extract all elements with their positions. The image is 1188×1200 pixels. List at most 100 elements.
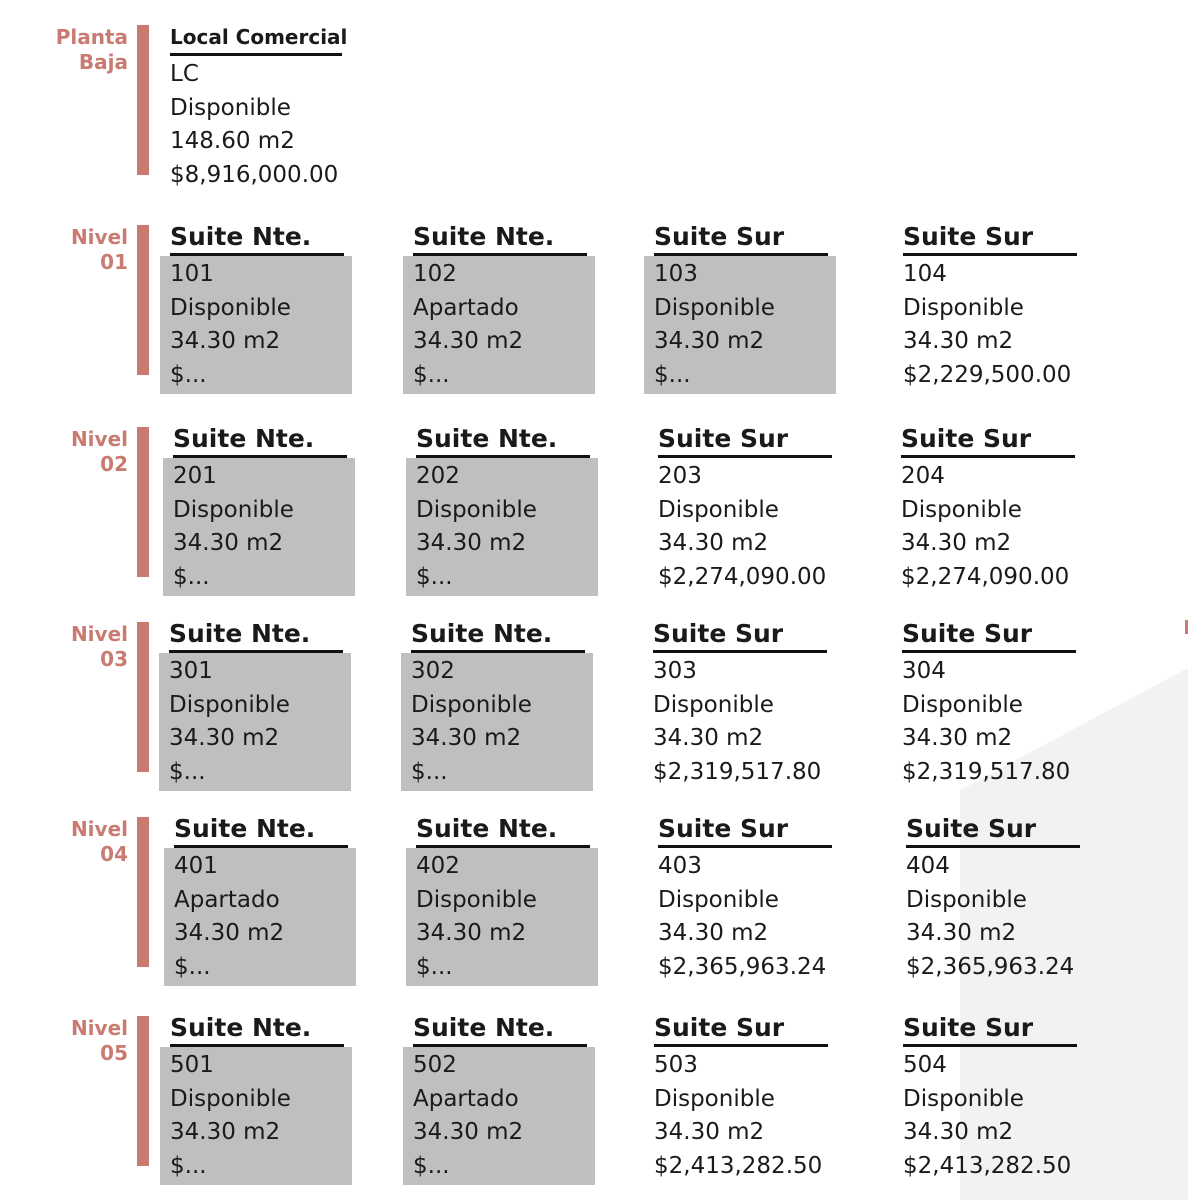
unit-price: $2,229,500.00 <box>903 361 1072 388</box>
unit-status: Disponible <box>653 691 774 718</box>
unit-id: 302 <box>411 658 455 684</box>
unit-status: Disponible <box>903 1085 1024 1112</box>
unit-card-501[interactable]: Suite Nte. 501 Disponible 34.30 m2 $... <box>160 1013 352 1185</box>
unit-details: 203 Disponible 34.30 m2 $2,274,090.00 <box>658 458 850 596</box>
unit-price: $... <box>413 1152 450 1179</box>
unit-id: 102 <box>413 261 457 287</box>
unit-price: $2,319,517.80 <box>902 758 1071 785</box>
floor-marker-bar <box>137 1016 149 1166</box>
floor-label-line: Nivel <box>70 622 128 646</box>
unit-card-404[interactable]: Suite Sur 404 Disponible 34.30 m2 $2,365,963… <box>906 814 1098 986</box>
unit-id: 103 <box>654 261 698 287</box>
unit-id: 504 <box>903 1052 947 1078</box>
floor-marker-bar <box>137 25 149 175</box>
floor-label-line: 02 <box>100 452 128 476</box>
unit-type: Suite Nte. <box>173 424 347 458</box>
unit-status: Apartado <box>174 886 280 913</box>
unit-id: 503 <box>654 1052 698 1078</box>
unit-area: 34.30 m2 <box>169 725 280 751</box>
unit-card-LC[interactable]: Local Comercial LC Disponible 148.60 m2 $8,9… <box>170 22 362 194</box>
unit-type: Suite Nte. <box>170 1013 344 1047</box>
unit-price: $... <box>170 361 207 388</box>
unit-card-103[interactable]: Suite Sur 103 Disponible 34.30 m2 $... <box>644 222 836 394</box>
floor-marker-bar <box>137 622 149 772</box>
floor-label-line: 01 <box>100 250 128 274</box>
unit-id: 101 <box>170 261 214 287</box>
unit-area: 34.30 m2 <box>903 1119 1014 1145</box>
unit-card-303[interactable]: Suite Sur 303 Disponible 34.30 m2 $2,319,517… <box>653 619 845 791</box>
unit-type: Suite Nte. <box>416 814 590 848</box>
floor-label-line: Nivel <box>70 225 128 249</box>
unit-status: Disponible <box>654 1085 775 1112</box>
unit-status: Disponible <box>170 1085 291 1112</box>
unit-type: Suite Nte. <box>170 222 344 256</box>
unit-card-403[interactable]: Suite Sur 403 Disponible 34.30 m2 $2,365,963… <box>658 814 850 986</box>
unit-type: Suite Nte. <box>413 1013 587 1047</box>
floor-marker-bar <box>137 427 149 577</box>
unit-price: $2,413,282.50 <box>903 1152 1072 1179</box>
unit-card-402[interactable]: Suite Nte. 402 Disponible 34.30 m2 $... <box>406 814 598 986</box>
unit-price: $... <box>173 563 210 590</box>
unit-area: 34.30 m2 <box>658 920 769 946</box>
unit-card-302[interactable]: Suite Nte. 302 Disponible 34.30 m2 $... <box>401 619 593 791</box>
unit-type: Suite Sur <box>653 619 827 653</box>
unit-status: Disponible <box>416 886 537 913</box>
floor-label-line: Nivel <box>70 817 128 841</box>
unit-status: Disponible <box>901 496 1022 523</box>
unit-type: Suite Nte. <box>411 619 585 653</box>
floor-label: Nivel 02 <box>0 427 128 477</box>
unit-area: 34.30 m2 <box>413 1119 524 1145</box>
unit-status: Disponible <box>902 691 1023 718</box>
floor-label-line: 05 <box>100 1041 128 1065</box>
unit-area: 34.30 m2 <box>173 530 284 556</box>
unit-card-401[interactable]: Suite Nte. 401 Apartado 34.30 m2 $... <box>164 814 356 986</box>
floor-label: Nivel 03 <box>0 622 128 672</box>
unit-area: 34.30 m2 <box>174 920 285 946</box>
floor-label-line: Nivel <box>70 1016 128 1040</box>
unit-details: 102 Apartado 34.30 m2 $... <box>403 256 595 394</box>
floor-label: Planta Baja <box>0 25 128 75</box>
unit-card-202[interactable]: Suite Nte. 202 Disponible 34.30 m2 $... <box>406 424 598 596</box>
floor-label-line: Baja <box>78 50 128 74</box>
unit-type: Suite Nte. <box>416 424 590 458</box>
unit-card-304[interactable]: Suite Sur 304 Disponible 34.30 m2 $2,319,517… <box>902 619 1094 791</box>
unit-area: 34.30 m2 <box>658 530 769 556</box>
floor-marker-bar <box>137 225 149 375</box>
unit-area: 34.30 m2 <box>654 328 765 354</box>
unit-area: 34.30 m2 <box>170 1119 281 1145</box>
unit-card-503[interactable]: Suite Sur 503 Disponible 34.30 m2 $2,413,282… <box>654 1013 846 1185</box>
unit-card-101[interactable]: Suite Nte. 101 Disponible 34.30 m2 $... <box>160 222 352 394</box>
unit-area: 34.30 m2 <box>903 328 1014 354</box>
unit-price: $... <box>654 361 691 388</box>
floor-label-line: 04 <box>100 842 128 866</box>
unit-details: 401 Apartado 34.30 m2 $... <box>164 848 356 986</box>
unit-card-301[interactable]: Suite Nte. 301 Disponible 34.30 m2 $... <box>159 619 351 791</box>
unit-details: 404 Disponible 34.30 m2 $2,365,963.24 <box>906 848 1098 986</box>
unit-price: $... <box>169 758 206 785</box>
floor-marker-bar <box>137 817 149 967</box>
unit-price: $... <box>413 361 450 388</box>
unit-area: 34.30 m2 <box>654 1119 765 1145</box>
unit-status: Disponible <box>658 496 779 523</box>
floor-label-line: 03 <box>100 647 128 671</box>
unit-details: 103 Disponible 34.30 m2 $... <box>644 256 836 394</box>
unit-status: Disponible <box>411 691 532 718</box>
unit-card-504[interactable]: Suite Sur 504 Disponible 34.30 m2 $2,413,282… <box>903 1013 1095 1185</box>
unit-details: 101 Disponible 34.30 m2 $... <box>160 256 352 394</box>
unit-status: Apartado <box>413 294 519 321</box>
unit-price: $2,319,517.80 <box>653 758 822 785</box>
unit-card-102[interactable]: Suite Nte. 102 Apartado 34.30 m2 $... <box>403 222 595 394</box>
unit-id: 401 <box>174 853 218 879</box>
unit-card-502[interactable]: Suite Nte. 502 Apartado 34.30 m2 $... <box>403 1013 595 1185</box>
unit-card-104[interactable]: Suite Sur 104 Disponible 34.30 m2 $2,229,500… <box>903 222 1095 394</box>
unit-card-204[interactable]: Suite Sur 204 Disponible 34.30 m2 $2,274,090… <box>901 424 1093 596</box>
unit-type: Suite Sur <box>654 222 828 256</box>
unit-id: 203 <box>658 463 702 489</box>
unit-card-203[interactable]: Suite Sur 203 Disponible 34.30 m2 $2,274,090… <box>658 424 850 596</box>
unit-card-201[interactable]: Suite Nte. 201 Disponible 34.30 m2 $... <box>163 424 355 596</box>
unit-price: $... <box>174 953 211 980</box>
unit-price: $... <box>416 953 453 980</box>
unit-status: Apartado <box>413 1085 519 1112</box>
unit-details: 204 Disponible 34.30 m2 $2,274,090.00 <box>901 458 1093 596</box>
